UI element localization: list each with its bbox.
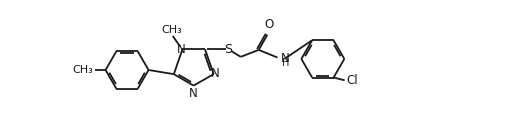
Text: N: N xyxy=(176,43,185,56)
Text: N: N xyxy=(281,52,289,65)
Text: CH₃: CH₃ xyxy=(162,25,182,35)
Text: O: O xyxy=(264,18,273,31)
Text: CH₃: CH₃ xyxy=(72,65,93,75)
Text: S: S xyxy=(224,43,232,56)
Text: N: N xyxy=(211,67,220,80)
Text: H: H xyxy=(282,58,289,68)
Text: N: N xyxy=(189,87,198,100)
Text: Cl: Cl xyxy=(347,74,358,88)
